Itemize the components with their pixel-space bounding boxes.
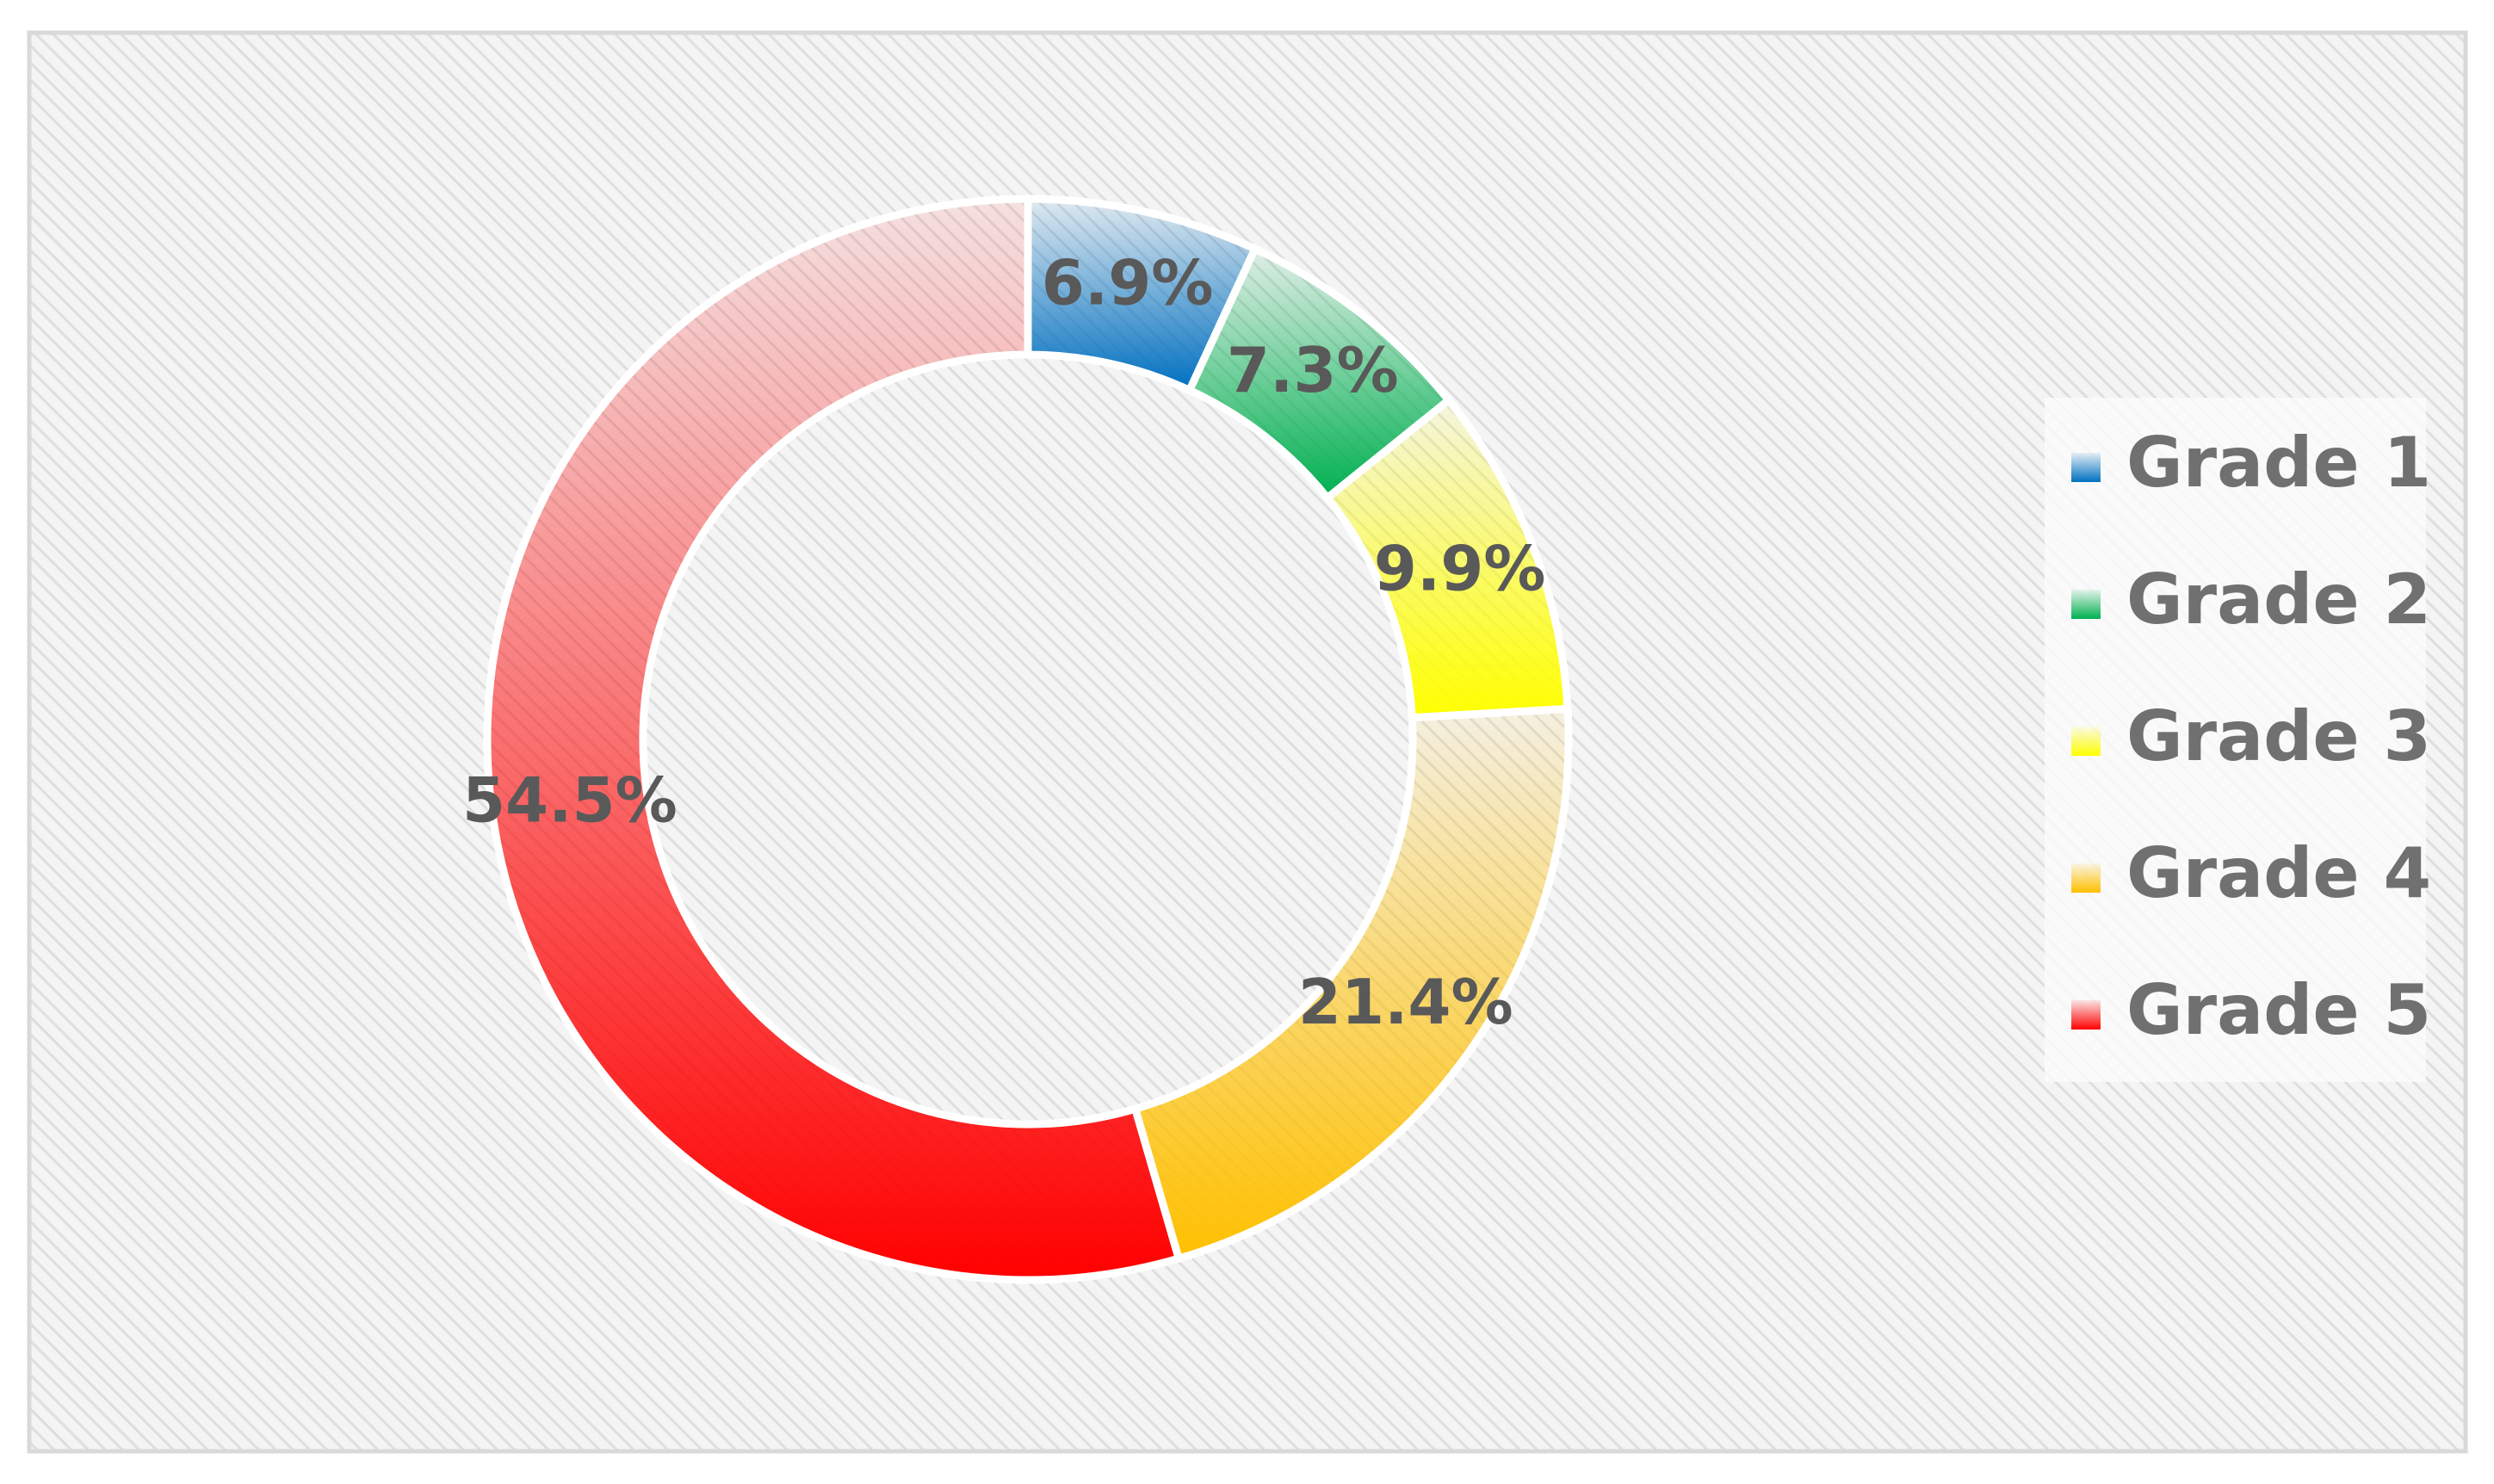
legend-label: Grade 4 [2126, 833, 2431, 913]
data-label: 21.4% [1298, 966, 1513, 1038]
donut-slice [1130, 704, 1573, 1264]
legend-label: Grade 5 [2126, 970, 2431, 1050]
legend-swatch [2071, 863, 2101, 893]
legend-label: Grade 1 [2126, 423, 2431, 503]
legend-label: Grade 2 [2126, 560, 2431, 640]
data-label: 7.3% [1227, 334, 1399, 406]
legend-swatch [2071, 1000, 2101, 1030]
legend-box [2045, 398, 2426, 1082]
donut-slice [483, 195, 1184, 1284]
legend-swatch [2071, 453, 2101, 482]
data-label: 6.9% [1042, 247, 1214, 319]
legend-swatch [2071, 727, 2101, 756]
legend-label: Grade 3 [2126, 696, 2431, 776]
data-label: 9.9% [1374, 532, 1546, 604]
legend-swatch [2071, 590, 2101, 619]
data-label: 54.5% [462, 764, 678, 836]
